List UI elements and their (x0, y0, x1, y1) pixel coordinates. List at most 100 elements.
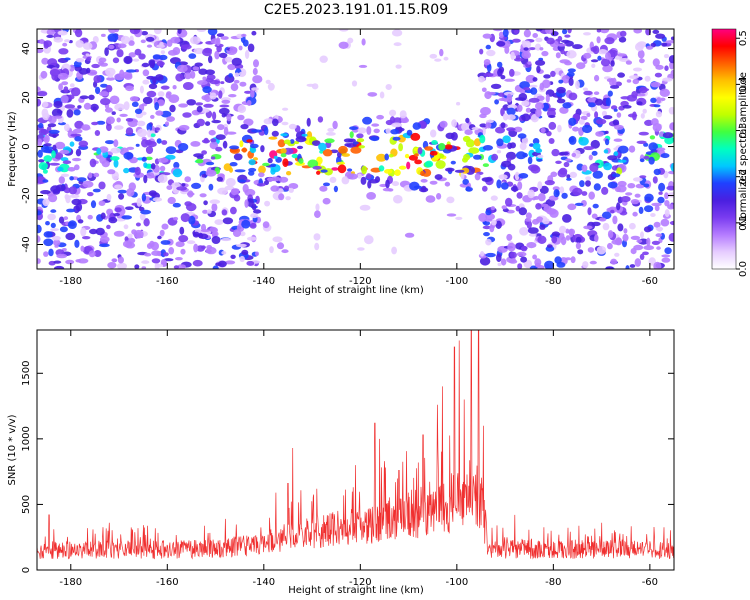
heatmap-cell (583, 225, 593, 230)
heatmap-cell (75, 58, 85, 63)
heatmap-cell (114, 184, 123, 190)
heatmap-cell (464, 129, 473, 135)
heatmap-cell (509, 251, 517, 259)
heatmap-cell (604, 138, 610, 146)
heatmap-cell (122, 240, 133, 248)
heatmap-cell (208, 55, 213, 64)
heatmap-cell (527, 227, 539, 234)
heatmap-cell (614, 252, 620, 257)
heatmap-cell (482, 145, 493, 151)
heatmap-cell (617, 72, 625, 78)
heatmap-cell (612, 215, 618, 225)
heatmap-cell (583, 90, 593, 96)
heatmap-cell (571, 152, 577, 158)
heatmap-cell (288, 183, 299, 190)
heatmap-cell (630, 248, 637, 255)
heatmap-cell (129, 96, 139, 102)
heatmap-cell (601, 110, 608, 117)
heatmap-cell (566, 177, 572, 181)
heatmap-cell (568, 77, 574, 87)
heatmap-cell (653, 104, 661, 108)
heatmap-cell (281, 249, 289, 254)
heatmap-cell (369, 179, 379, 184)
heatmap-cell (285, 196, 291, 201)
heatmap-cell (513, 29, 519, 34)
heatmap-cell (583, 52, 592, 59)
heatmap-cell (214, 219, 224, 226)
heatmap-cell (523, 29, 532, 38)
heatmap-cell (605, 97, 612, 107)
heatmap-cell (114, 207, 122, 213)
heatmap-cell (566, 71, 575, 77)
heatmap-cell (568, 92, 578, 101)
heatmap-cell (568, 117, 577, 126)
heatmap-cell (167, 196, 176, 205)
heatmap-cell (634, 258, 641, 267)
heatmap-cell (633, 29, 642, 34)
heatmap-cell (561, 75, 571, 84)
heatmap-cell (400, 117, 409, 124)
heatmap-cell (653, 168, 661, 176)
x-tick-label: -60 (642, 276, 658, 287)
heatmap-cell (99, 62, 108, 67)
heatmap-cell (159, 165, 166, 172)
heatmap-cell (129, 29, 141, 35)
colorbar: 0.0 0.1 0.2 0.3 0.4 0.5 Normalized spectral a… (711, 28, 749, 277)
heatmap-cell (668, 55, 674, 64)
heatmap-cell (500, 122, 506, 129)
heatmap-cell (176, 186, 188, 191)
heatmap-cell (610, 85, 620, 89)
heatmap-cell (215, 134, 226, 141)
heatmap-cell (582, 124, 593, 134)
heatmap-cell (616, 185, 627, 193)
heatmap-cell (523, 47, 529, 51)
heatmap-cell (539, 47, 544, 51)
heatmap-cell (583, 32, 591, 36)
heatmap-cell (157, 157, 169, 163)
heatmap-cell (601, 186, 609, 195)
heatmap-cell (544, 260, 555, 269)
heatmap-cell (595, 118, 607, 125)
heatmap-cell (251, 87, 259, 91)
heatmap-cell (622, 239, 627, 248)
heatmap-cell (99, 243, 110, 248)
heatmap-cell (612, 119, 620, 126)
colorbar-tick-label: 0.0 (738, 261, 749, 277)
heatmap-cell (43, 238, 54, 247)
heatmap-cell (556, 43, 567, 47)
x-tick-label: -100 (445, 577, 468, 588)
heatmap-cell (282, 158, 289, 168)
heatmap-cell (128, 40, 135, 46)
heatmap-cell (58, 83, 63, 91)
heatmap-cell (649, 135, 656, 140)
heatmap-cell (497, 68, 503, 77)
heatmap-cell (347, 173, 358, 180)
heatmap-cell (143, 162, 148, 169)
heatmap-cell (529, 84, 538, 88)
heatmap-cell (224, 56, 233, 63)
heatmap-cell (195, 158, 204, 164)
heatmap-cell (605, 266, 614, 269)
heatmap-cell (200, 229, 210, 233)
heatmap-cell (558, 167, 568, 175)
heatmap-cell (586, 113, 591, 117)
heatmap-cell (76, 177, 87, 182)
snr-panel: -180 -160 -140 -120 -100 -80 -60 050010001500 … (7, 329, 675, 596)
heatmap-cell (490, 206, 496, 211)
heatmap-cell (87, 192, 94, 197)
heatmap-cell (482, 185, 488, 192)
heatmap-cell (636, 41, 647, 48)
heatmap-cell (661, 42, 668, 47)
heatmap-cell (581, 164, 588, 172)
heatmap-cell (356, 133, 364, 139)
heatmap-cell (61, 81, 69, 86)
heatmap-cell (177, 143, 189, 151)
heatmap-cell (599, 217, 607, 222)
heatmap-cell (479, 256, 491, 266)
heatmap-cell (483, 59, 491, 66)
heatmap-cell (626, 79, 632, 83)
heatmap-cell (359, 204, 371, 211)
heatmap-cell (483, 73, 494, 77)
heatmap-cell (551, 231, 561, 237)
heatmap-cell (86, 56, 92, 62)
